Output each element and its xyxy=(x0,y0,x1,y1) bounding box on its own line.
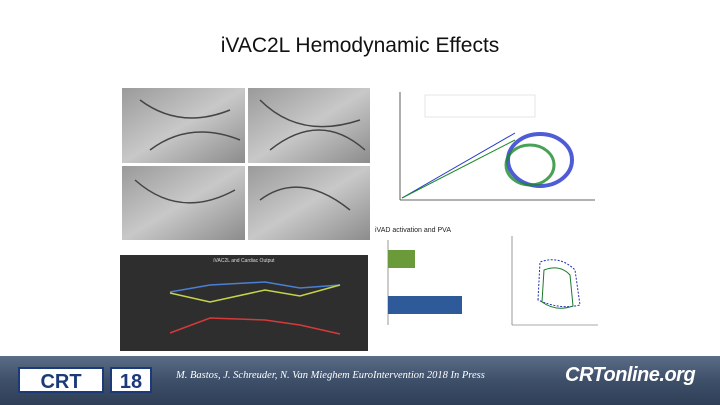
footer: CRT 18 M. Bastos, J. Schreuder, N. Van M… xyxy=(0,356,720,405)
bar-chart: iVAD activation and PVA xyxy=(375,227,462,325)
line-chart: iVAC2L and Cardiac Output xyxy=(120,255,368,351)
citation: M. Bastos, J. Schreuder, N. Van Mieghem … xyxy=(176,370,485,381)
crt-year: 18 xyxy=(110,367,152,393)
line-chart-title: iVAC2L and Cardiac Output xyxy=(213,258,275,264)
angiograms xyxy=(122,88,370,240)
slide-title: iVAC2L Hemodynamic Effects xyxy=(220,34,500,57)
crtonline-logo: CRTonline.org xyxy=(565,364,696,386)
small-pv-loop xyxy=(511,236,598,326)
crt-logo: CRT xyxy=(18,367,104,393)
pv-loop-chart xyxy=(399,92,595,201)
bar-chart-title: iVAD activation and PVA xyxy=(375,227,451,234)
figures: iVAC2L and Cardiac Output iVAD activatio… xyxy=(120,88,598,351)
